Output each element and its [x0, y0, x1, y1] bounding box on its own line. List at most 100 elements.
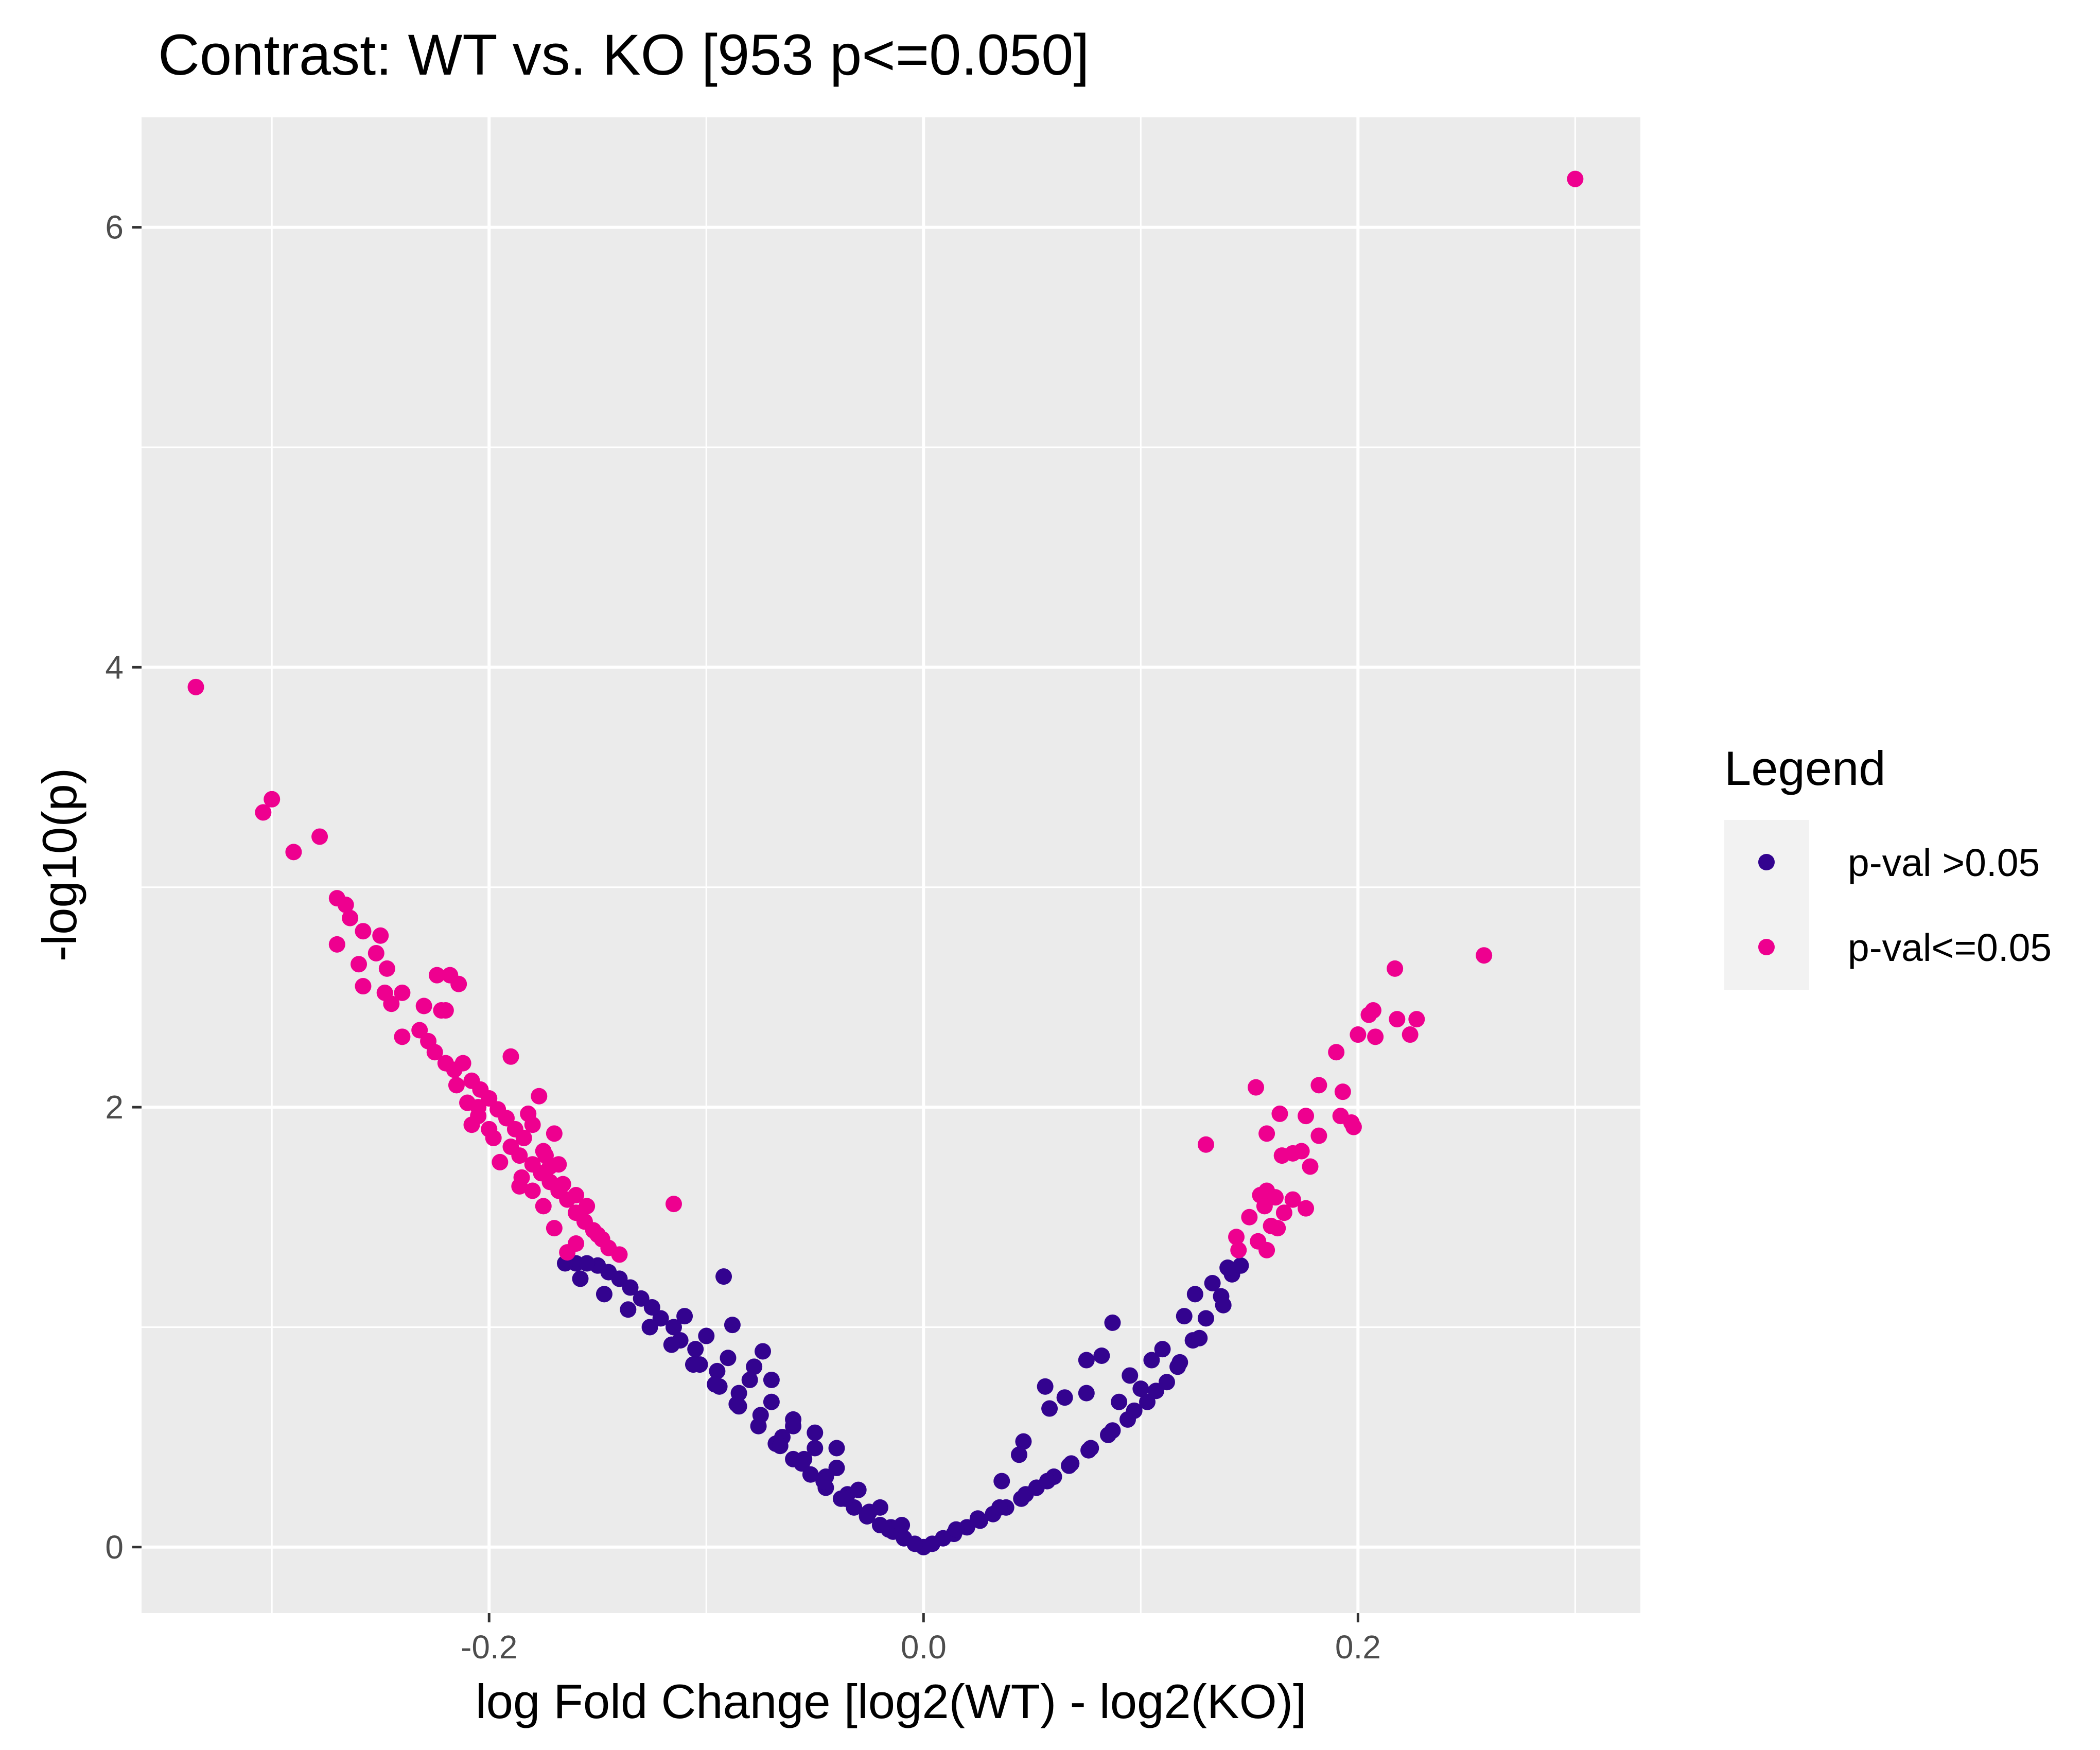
data-point: [850, 1481, 867, 1498]
data-point: [1258, 1125, 1275, 1142]
data-point: [589, 1226, 606, 1243]
x-tick-label: 0.0: [901, 1629, 947, 1666]
data-point: [1367, 1028, 1384, 1045]
data-point: [828, 1440, 845, 1457]
data-point: [622, 1279, 639, 1296]
data-point: [1402, 1026, 1419, 1043]
data-point: [709, 1362, 726, 1379]
y-axis-ticks: 0 2 4 6: [105, 209, 142, 1566]
y-tick-label: 4: [105, 649, 124, 686]
data-point: [596, 1286, 612, 1303]
data-point: [255, 804, 272, 821]
data-point: [511, 1178, 528, 1195]
data-point: [1241, 1209, 1258, 1226]
data-point: [1284, 1191, 1301, 1208]
data-point: [437, 1002, 454, 1019]
data-point: [641, 1319, 658, 1336]
data-point: [450, 975, 467, 992]
data-point: [1147, 1382, 1164, 1399]
data-point: [676, 1308, 693, 1325]
data-point: [1169, 1358, 1186, 1375]
data-point: [1350, 1026, 1367, 1043]
data-point: [511, 1147, 528, 1164]
data-point: [463, 1116, 480, 1133]
data-point: [1567, 170, 1584, 187]
data-point: [328, 936, 345, 953]
data-point: [1271, 1105, 1288, 1122]
data-point: [568, 1187, 585, 1204]
data-point: [1015, 1433, 1032, 1450]
data-point: [546, 1125, 563, 1142]
data-point: [871, 1499, 888, 1516]
data-point: [383, 995, 400, 1012]
data-point: [1093, 1347, 1110, 1364]
data-point: [355, 923, 372, 940]
data-point: [741, 1372, 758, 1389]
data-point: [342, 909, 359, 926]
data-point: [746, 1358, 763, 1375]
x-tick-label: 0.2: [1335, 1629, 1381, 1666]
data-point: [724, 1317, 741, 1334]
data-point: [1039, 1473, 1056, 1490]
data-point: [685, 1356, 702, 1373]
data-point: [665, 1319, 682, 1336]
data-point: [991, 1499, 1008, 1516]
data-point: [1104, 1422, 1121, 1439]
minor-gridlines: [142, 117, 1640, 1613]
data-point: [535, 1198, 552, 1215]
y-tick-label: 6: [105, 209, 124, 246]
legend: Legend p-val >0.05 p-val<=0.05: [1724, 741, 2052, 990]
data-point: [1017, 1486, 1034, 1503]
data-point: [1041, 1400, 1058, 1417]
data-point: [1139, 1393, 1156, 1410]
data-point: [663, 1336, 680, 1353]
data-point: [807, 1440, 824, 1457]
data-point: [448, 1077, 465, 1094]
data-point: [763, 1372, 780, 1389]
data-point: [752, 1407, 769, 1424]
data-point: [1273, 1147, 1290, 1164]
data-point: [579, 1255, 596, 1272]
data-point: [1186, 1286, 1203, 1303]
y-tick-label: 0: [105, 1529, 124, 1566]
data-point: [1154, 1341, 1171, 1358]
data-point: [568, 1235, 585, 1252]
data-point: [993, 1473, 1010, 1490]
data-point: [579, 1198, 596, 1215]
data-point: [1010, 1446, 1027, 1463]
data-point: [880, 1521, 897, 1538]
data-point: [1310, 1127, 1327, 1144]
data-point: [1082, 1440, 1099, 1457]
data-point: [1215, 1297, 1232, 1314]
x-axis-title: log Fold Change [log2(WT) - log2(KO)]: [476, 1674, 1306, 1728]
major-gridlines: [142, 117, 1640, 1613]
data-point: [828, 1459, 845, 1476]
data-point: [1263, 1217, 1280, 1234]
data-point: [1334, 1083, 1351, 1100]
data-point: [1248, 1079, 1265, 1096]
data-point: [498, 1110, 515, 1127]
data-point: [1345, 1118, 1362, 1135]
legend-title: Legend: [1724, 741, 1886, 795]
chart-title: Contrast: WT vs. KO [953 p<=0.050]: [158, 23, 1090, 87]
data-point: [492, 1153, 509, 1170]
data-point: [720, 1350, 737, 1367]
data-point: [600, 1264, 617, 1281]
data-point: [1132, 1380, 1149, 1397]
data-point: [550, 1156, 567, 1173]
data-point: [1328, 1044, 1345, 1061]
data-point: [411, 1022, 428, 1039]
data-point: [698, 1327, 715, 1344]
data-point: [470, 1099, 487, 1116]
data-point: [454, 1055, 471, 1072]
data-point: [264, 791, 281, 808]
data-points: [187, 170, 1584, 1555]
data-point: [428, 967, 445, 984]
legend-key-nonsignificant: [1758, 854, 1775, 870]
data-point: [815, 1473, 832, 1490]
data-point: [1204, 1274, 1221, 1291]
y-axis-title: -log10(p): [32, 768, 86, 961]
data-point: [1197, 1310, 1214, 1327]
data-point: [537, 1147, 554, 1164]
data-point: [1061, 1457, 1078, 1474]
